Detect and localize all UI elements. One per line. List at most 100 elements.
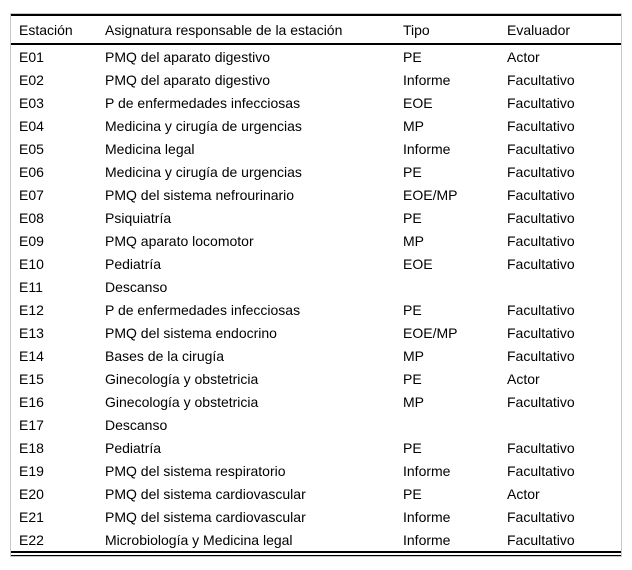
cell-asignatura: Bases de la cirugía [105,347,225,364]
cell-asignatura: Pediatría [105,439,162,456]
header-row: Estación Asignatura responsable de la es… [11,14,621,45]
cell-asignatura: PMQ del aparato digestivo [105,48,270,65]
cell-asignatura: Descanso [105,416,168,433]
cell-evaluador: Actor [507,48,540,65]
cell-evaluador: Actor [507,370,540,387]
table-row: E21 PMQ del sistema cardiovascular Informe… [11,505,621,528]
table-row: E16 Ginecología y obstetricia MP Facultativ… [11,390,621,413]
cell-estacion: E15 [19,370,44,387]
cell-asignatura: PMQ aparato locomotor [105,232,254,249]
cell-evaluador [499,275,621,298]
cell-estacion: E11 [19,278,43,295]
cell-asignatura: Medicina legal [105,140,195,157]
cell-tipo [395,413,499,436]
table-row: E11 Descanso [11,275,621,298]
column-header-evaluador: Evaluador [499,14,621,45]
cell-asignatura: P de enfermedades infecciosas [105,301,301,318]
cell-asignatura: P de enfermedades infecciosas [105,94,301,111]
cell-tipo: MP [403,393,424,410]
cell-estacion: E02 [19,71,44,88]
cell-asignatura: Microbiología y Medicina legal [105,531,293,548]
cell-estacion: E18 [19,439,44,456]
table-row: E09 PMQ aparato locomotor MP Facultativo [11,229,621,252]
cell-tipo: Informe [403,71,451,88]
cell-evaluador: Facultativo [507,232,575,249]
cell-estacion: E21 [19,508,44,525]
cell-tipo: PE [403,439,422,456]
cell-asignatura: PMQ del sistema cardiovascular [105,485,306,502]
table-row: E13 PMQ del sistema endocrino EOE/MP Facult… [11,321,621,344]
table-row: E12 P de enfermedades infecciosas PE Facult… [11,298,621,321]
cell-evaluador: Facultativo [507,117,575,134]
column-header-estacion: Estación [11,14,97,45]
table-row: E14 Bases de la cirugía MP Facultativo [11,344,621,367]
cell-asignatura: PMQ del aparato digestivo [105,71,270,88]
cell-tipo: EOE [403,255,433,272]
table-row: E07 PMQ del sistema nefrourinario EOE/MP Fa… [11,183,621,206]
cell-tipo: MP [403,232,424,249]
table-row: E17 Descanso [11,413,621,436]
cell-estacion: E19 [19,462,44,479]
cell-evaluador: Facultativo [507,324,575,341]
column-header-asignatura: Asignatura responsable de la estación [97,14,395,45]
cell-estacion: E04 [19,117,44,134]
cell-estacion: E09 [19,232,44,249]
cell-tipo: PE [403,301,422,318]
cell-estacion: E01 [19,48,44,65]
cell-asignatura: PMQ del sistema endocrino [105,324,277,341]
cell-tipo: MP [403,117,424,134]
cell-estacion: E14 [19,347,44,364]
cell-tipo: Informe [403,462,451,479]
table-row: E04 Medicina y cirugía de urgencias MP Facu… [11,114,621,137]
cell-tipo: PE [403,48,422,65]
cell-estacion: E05 [19,140,44,157]
cell-tipo: EOE/MP [403,186,458,203]
cell-evaluador: Facultativo [507,393,575,410]
cell-estacion: E13 [19,324,44,341]
cell-estacion: E07 [19,186,44,203]
table-row: E02 PMQ del aparato digestivo Informe Facul… [11,68,621,91]
stations-table: Estación Asignatura responsable de la es… [11,14,621,551]
cell-asignatura: Medicina y cirugía de urgencias [105,117,302,134]
bottom-double-rule [11,551,621,556]
cell-asignatura: Ginecología y obstetricia [105,370,259,387]
cell-tipo: PE [403,485,422,502]
cell-evaluador: Facultativo [507,439,575,456]
cell-estacion: E22 [19,531,44,548]
cell-estacion: E12 [19,301,44,318]
cell-tipo: PE [403,370,422,387]
table-row: E18 Pediatría PE Facultativo [11,436,621,459]
cell-evaluador: Facultativo [507,531,575,548]
cell-tipo [395,275,499,298]
cell-asignatura: Pediatría [105,255,162,272]
cell-tipo: Informe [403,140,451,157]
cell-asignatura: Descanso [105,278,168,295]
column-header-tipo: Tipo [395,14,499,45]
table-row: E03 P de enfermedades infecciosas EOE Facul… [11,91,621,114]
cell-estacion: E16 [19,393,44,410]
cell-estacion: E06 [19,163,44,180]
cell-tipo: EOE/MP [403,324,458,341]
cell-estacion: E20 [19,485,44,502]
cell-evaluador: Actor [507,485,540,502]
cell-evaluador: Facultativo [507,163,575,180]
cell-asignatura: PMQ del sistema cardiovascular [105,508,306,525]
cell-estacion: E10 [19,255,44,272]
cell-asignatura: Psiquiatría [105,209,172,226]
cell-estacion: E08 [19,209,44,226]
cell-estacion: E17 [19,416,44,433]
table-row: E01 PMQ del aparato digestivo PE Actor [11,44,621,68]
table-row: E06 Medicina y cirugía de urgencias PE Facu… [11,160,621,183]
cell-evaluador: Facultativo [507,186,575,203]
cell-evaluador: Facultativo [507,347,575,364]
cell-evaluador [499,413,621,436]
cell-evaluador: Facultativo [507,301,575,318]
cell-evaluador: Facultativo [507,255,575,272]
cell-asignatura: PMQ del sistema respiratorio [105,462,286,479]
cell-tipo: Informe [403,531,451,548]
cell-evaluador: Facultativo [507,140,575,157]
cell-estacion: E03 [19,94,44,111]
cell-tipo: MP [403,347,424,364]
cell-asignatura: Ginecología y obstetricia [105,393,259,410]
cell-tipo: Informe [403,508,451,525]
